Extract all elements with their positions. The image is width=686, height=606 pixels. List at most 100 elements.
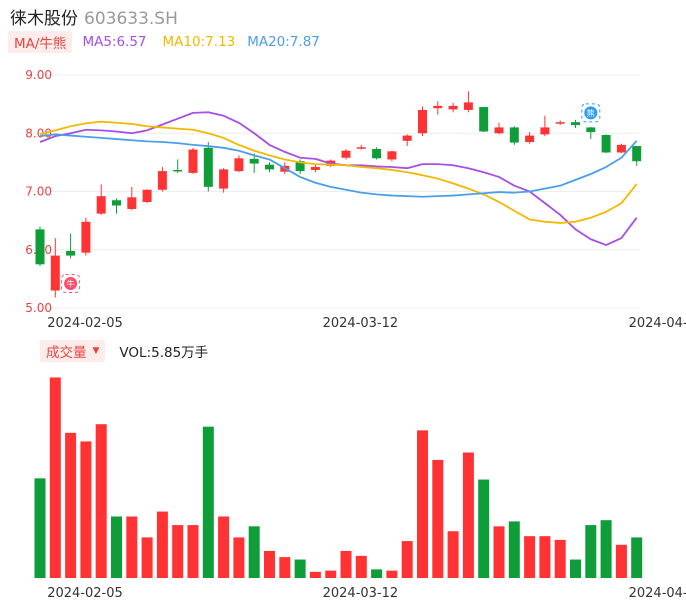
candle-body [632,146,642,162]
ma-legend: MA/牛熊 MA5:6.57 MA10:7.13 MA20:7.87 [8,31,320,53]
candle-body [494,127,504,134]
volume-bar [524,536,536,578]
candle-body [433,105,443,109]
volume-bar [309,571,321,578]
candles [35,91,642,298]
x-tick-label: 2024-02-05 [47,316,123,331]
y-tick-label: 8.00 [25,126,52,140]
ma5-label: MA5:6.57 [82,34,147,50]
volume-bar [279,557,291,578]
volume-bar [585,525,597,578]
stock-name: 徕木股份 [10,9,78,29]
candle-body [601,134,611,153]
volume-x-tick-label: 2024-04-10 [629,586,686,601]
volume-x-tick-label: 2024-02-05 [47,586,123,601]
price-x-axis: 2024-02-05 2024-03-12 2024-04-10 [47,316,686,331]
volume-bar [417,430,428,578]
stock-code: 603633.SH [84,9,178,29]
candle-body [35,229,45,265]
candle-body [127,197,137,209]
ma-selector-button[interactable]: MA/牛熊 [8,31,73,53]
ma10-line [39,120,638,224]
volume-bar [218,516,230,578]
volume-bar [248,526,260,578]
volume-bar [508,521,520,578]
volume-bar [631,537,643,578]
candle-body [418,109,427,134]
volume-legend: 成交量 ▼ VOL:5.85万手 [40,340,209,362]
price-grid [30,74,640,309]
volume-bar [386,570,398,578]
volume-bar [172,525,184,578]
volume-bar [80,441,92,578]
candle-body [157,171,167,190]
x-tick-label: 2024-03-12 [323,316,399,331]
candle-body [509,127,519,143]
y-tick-label: 9.00 [25,68,52,82]
marker-dot [64,277,78,291]
candle-body [387,151,397,160]
candle-body [81,221,91,253]
volume-selector-button[interactable]: 成交量 ▼ [40,340,106,362]
volume-bar [478,479,490,578]
volume-bar [615,544,627,578]
candle-body [173,169,183,172]
marker-frame [581,103,601,123]
volume-bar [49,377,61,578]
ma-lines [39,111,638,246]
volume-bar [264,550,275,578]
volume-x-tick-label: 2024-03-12 [323,586,399,601]
caret-down-icon: ▼ [92,346,100,356]
ma20-line [39,133,638,198]
volume-bar [141,537,153,578]
candle-body [96,196,106,214]
candle-body [249,158,259,164]
volume-bar [156,511,168,578]
marker-label: 牛 [67,279,75,289]
volume-bar [371,569,383,578]
candle-body [372,148,382,159]
candle-body [295,161,305,172]
volume-bar [401,541,413,578]
signal-marker: 熊 [581,103,601,123]
candle-body [219,169,229,189]
candle-body [555,122,565,124]
candle-body [525,135,535,142]
volume-bar [447,531,459,578]
volume-bar [233,537,245,578]
signal-marker: 牛 [61,274,81,294]
volume-value: VOL:5.85万手 [119,345,209,361]
candle-body [234,158,244,172]
volume-selector-label: 成交量 [46,345,87,361]
volume-bar [111,516,122,578]
candle-body [341,150,351,158]
stock-title: 徕木股份 603633.SH [10,4,178,29]
volume-bar [95,424,107,578]
bull-bear-markers: 牛熊 [61,103,601,294]
volume-bar [432,459,444,578]
marker-dot [584,106,598,120]
candle-body [112,200,121,206]
candle-body [265,164,274,170]
candle-body [586,127,596,133]
volume-bar [355,555,367,578]
candle-body [203,147,213,187]
volume-bar [325,570,337,578]
candle-body [448,105,458,110]
volume-bar [462,452,474,578]
candle-body [402,135,412,141]
volume-x-axis: 2024-02-05 2024-03-12 2024-04-10 [47,586,686,601]
volume-bar [34,478,46,578]
volume-bars [34,377,643,578]
candle-body [310,167,320,170]
volume-bar [539,536,551,578]
candle-body [142,189,152,202]
candle-body [50,255,60,291]
y-tick-label: 7.00 [25,185,52,199]
volume-bar [126,516,138,578]
volume-bar [65,432,77,578]
candle-body [479,107,489,132]
volume-bar [340,550,352,578]
candle-body [463,102,473,110]
